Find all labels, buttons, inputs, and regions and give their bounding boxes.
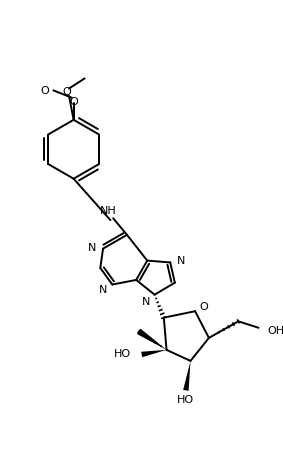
Text: OH: OH [268,326,283,336]
Text: N: N [99,285,108,295]
Text: N: N [177,256,185,266]
Text: O: O [69,97,78,107]
Text: O: O [41,86,50,96]
Text: O: O [200,302,209,312]
Text: HO: HO [177,395,194,404]
Polygon shape [183,361,190,391]
Text: HO: HO [113,350,131,359]
Polygon shape [141,350,167,357]
Text: N: N [88,243,97,253]
Polygon shape [137,329,167,350]
Text: N: N [142,297,150,307]
Text: O: O [62,87,71,97]
Text: NH: NH [100,206,117,216]
